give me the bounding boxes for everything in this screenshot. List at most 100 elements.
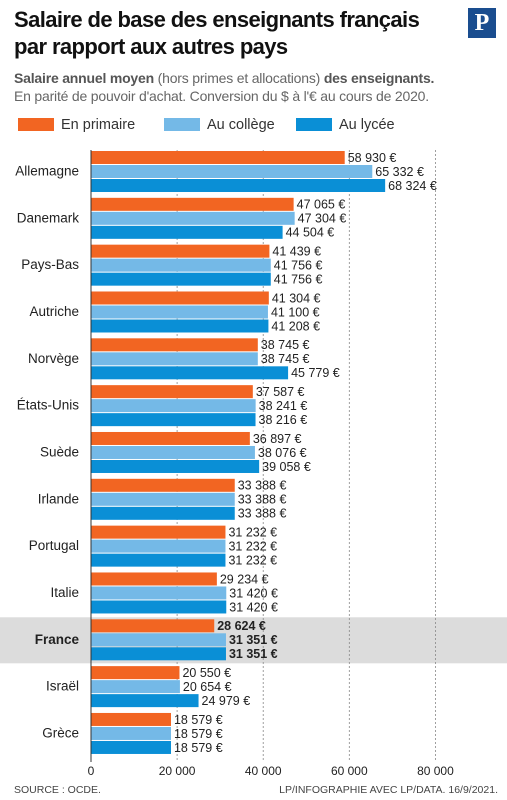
value-label: 24 979 € — [202, 694, 251, 708]
value-label: 45 779 € — [291, 366, 340, 380]
bar — [91, 506, 235, 520]
value-label: 58 930 € — [348, 151, 397, 165]
bar — [91, 151, 345, 164]
value-label: 18 579 € — [174, 727, 223, 741]
bar — [91, 319, 269, 333]
bar — [91, 366, 289, 380]
x-tick-label: 80 000 — [417, 764, 454, 778]
highlight-band — [0, 617, 507, 664]
value-label: 65 332 € — [375, 165, 424, 179]
value-label: 41 756 € — [274, 258, 323, 272]
x-tick-label: 0 — [88, 764, 95, 778]
x-tick-label: 40 000 — [245, 764, 282, 778]
category-label: États-Unis — [17, 398, 80, 413]
legend-swatch — [164, 118, 200, 131]
legend-swatch — [296, 118, 332, 131]
bar — [91, 413, 256, 427]
value-label: 18 579 € — [174, 741, 223, 755]
category-label: Pays-Bas — [21, 257, 79, 272]
value-label: 38 076 € — [258, 446, 307, 460]
bar — [91, 492, 235, 506]
category-label: Danemark — [17, 210, 80, 225]
bar — [91, 666, 180, 680]
value-label: 31 351 € — [229, 647, 278, 661]
legend-label: En primaire — [61, 117, 135, 133]
value-label: 38 745 € — [261, 338, 310, 352]
x-tick-label: 60 000 — [331, 764, 368, 778]
value-label: 41 756 € — [274, 272, 323, 286]
category-label: Israël — [46, 679, 79, 694]
bar — [91, 647, 226, 661]
value-label: 31 232 € — [228, 553, 277, 567]
value-label: 41 208 € — [271, 319, 320, 333]
bar — [91, 633, 226, 647]
value-label: 31 420 € — [229, 586, 278, 600]
bar — [91, 478, 235, 492]
value-label: 41 100 € — [271, 305, 320, 319]
category-label: Italie — [50, 585, 79, 600]
note: En parité de pouvoir d'achat. Conversion… — [14, 88, 429, 104]
category-label: Irlande — [38, 491, 79, 506]
value-label: 44 504 € — [286, 226, 335, 240]
bar — [91, 586, 227, 600]
value-label: 47 065 € — [297, 198, 346, 212]
value-label: 38 241 € — [259, 399, 308, 413]
value-label: 31 232 € — [228, 525, 277, 539]
value-label: 33 388 € — [238, 479, 287, 493]
category-label: Suède — [40, 445, 79, 460]
bar — [91, 445, 255, 459]
subtitle-part: Salaire annuel moyen — [14, 70, 154, 86]
bar — [91, 399, 256, 413]
category-label: Portugal — [29, 538, 79, 553]
value-label: 20 654 € — [183, 680, 232, 694]
value-label: 41 304 € — [272, 291, 321, 305]
category-label: Autriche — [29, 304, 79, 319]
credit: LP/INFOGRAPHIE AVEC LP/DATA. 16/9/2021. — [279, 784, 498, 796]
bar — [91, 352, 258, 366]
bar — [91, 539, 226, 553]
bar — [91, 726, 171, 740]
bar — [91, 459, 260, 473]
legend-label: Au lycée — [339, 117, 395, 133]
x-tick-label: 20 000 — [159, 764, 196, 778]
value-label: 33 388 € — [238, 507, 287, 521]
bar — [91, 211, 295, 225]
value-label: 18 579 € — [174, 713, 223, 727]
value-label: 38 745 € — [261, 352, 310, 366]
value-label: 36 897 € — [253, 432, 302, 446]
value-label: 20 550 € — [182, 666, 231, 680]
bar — [91, 572, 217, 586]
bar — [91, 694, 199, 708]
bar — [91, 165, 373, 178]
category-label: Grèce — [42, 726, 79, 741]
bar — [91, 619, 215, 633]
bar — [91, 272, 271, 286]
logo: P — [468, 8, 496, 38]
bar — [91, 740, 171, 754]
bar — [91, 712, 171, 726]
value-label: 28 624 € — [217, 619, 266, 633]
subtitle-part: des enseignants. — [323, 70, 435, 86]
bar — [91, 179, 386, 192]
value-label: 41 439 € — [272, 244, 321, 258]
value-label: 68 324 € — [388, 179, 437, 193]
bar — [91, 197, 294, 211]
bar — [91, 258, 271, 272]
subtitle-part: (hors primes et allocations) — [157, 70, 321, 86]
bar — [91, 431, 250, 445]
value-label: 31 420 € — [229, 600, 278, 614]
bar — [91, 244, 270, 258]
value-label: 29 234 € — [220, 572, 269, 586]
subtitle: Salaire annuel moyen (hors primes et all… — [14, 70, 434, 86]
bar — [91, 553, 226, 567]
bar — [91, 680, 180, 694]
bar — [91, 385, 253, 399]
value-label: 39 058 € — [262, 460, 311, 474]
category-label: Norvège — [28, 351, 79, 366]
bar — [91, 291, 269, 305]
bar — [91, 525, 226, 539]
bar — [91, 600, 227, 614]
bar — [91, 338, 258, 352]
